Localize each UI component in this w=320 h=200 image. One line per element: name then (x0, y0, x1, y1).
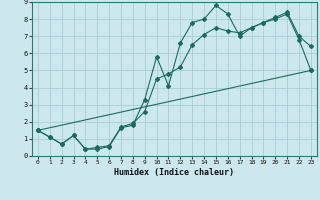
X-axis label: Humidex (Indice chaleur): Humidex (Indice chaleur) (115, 168, 234, 177)
